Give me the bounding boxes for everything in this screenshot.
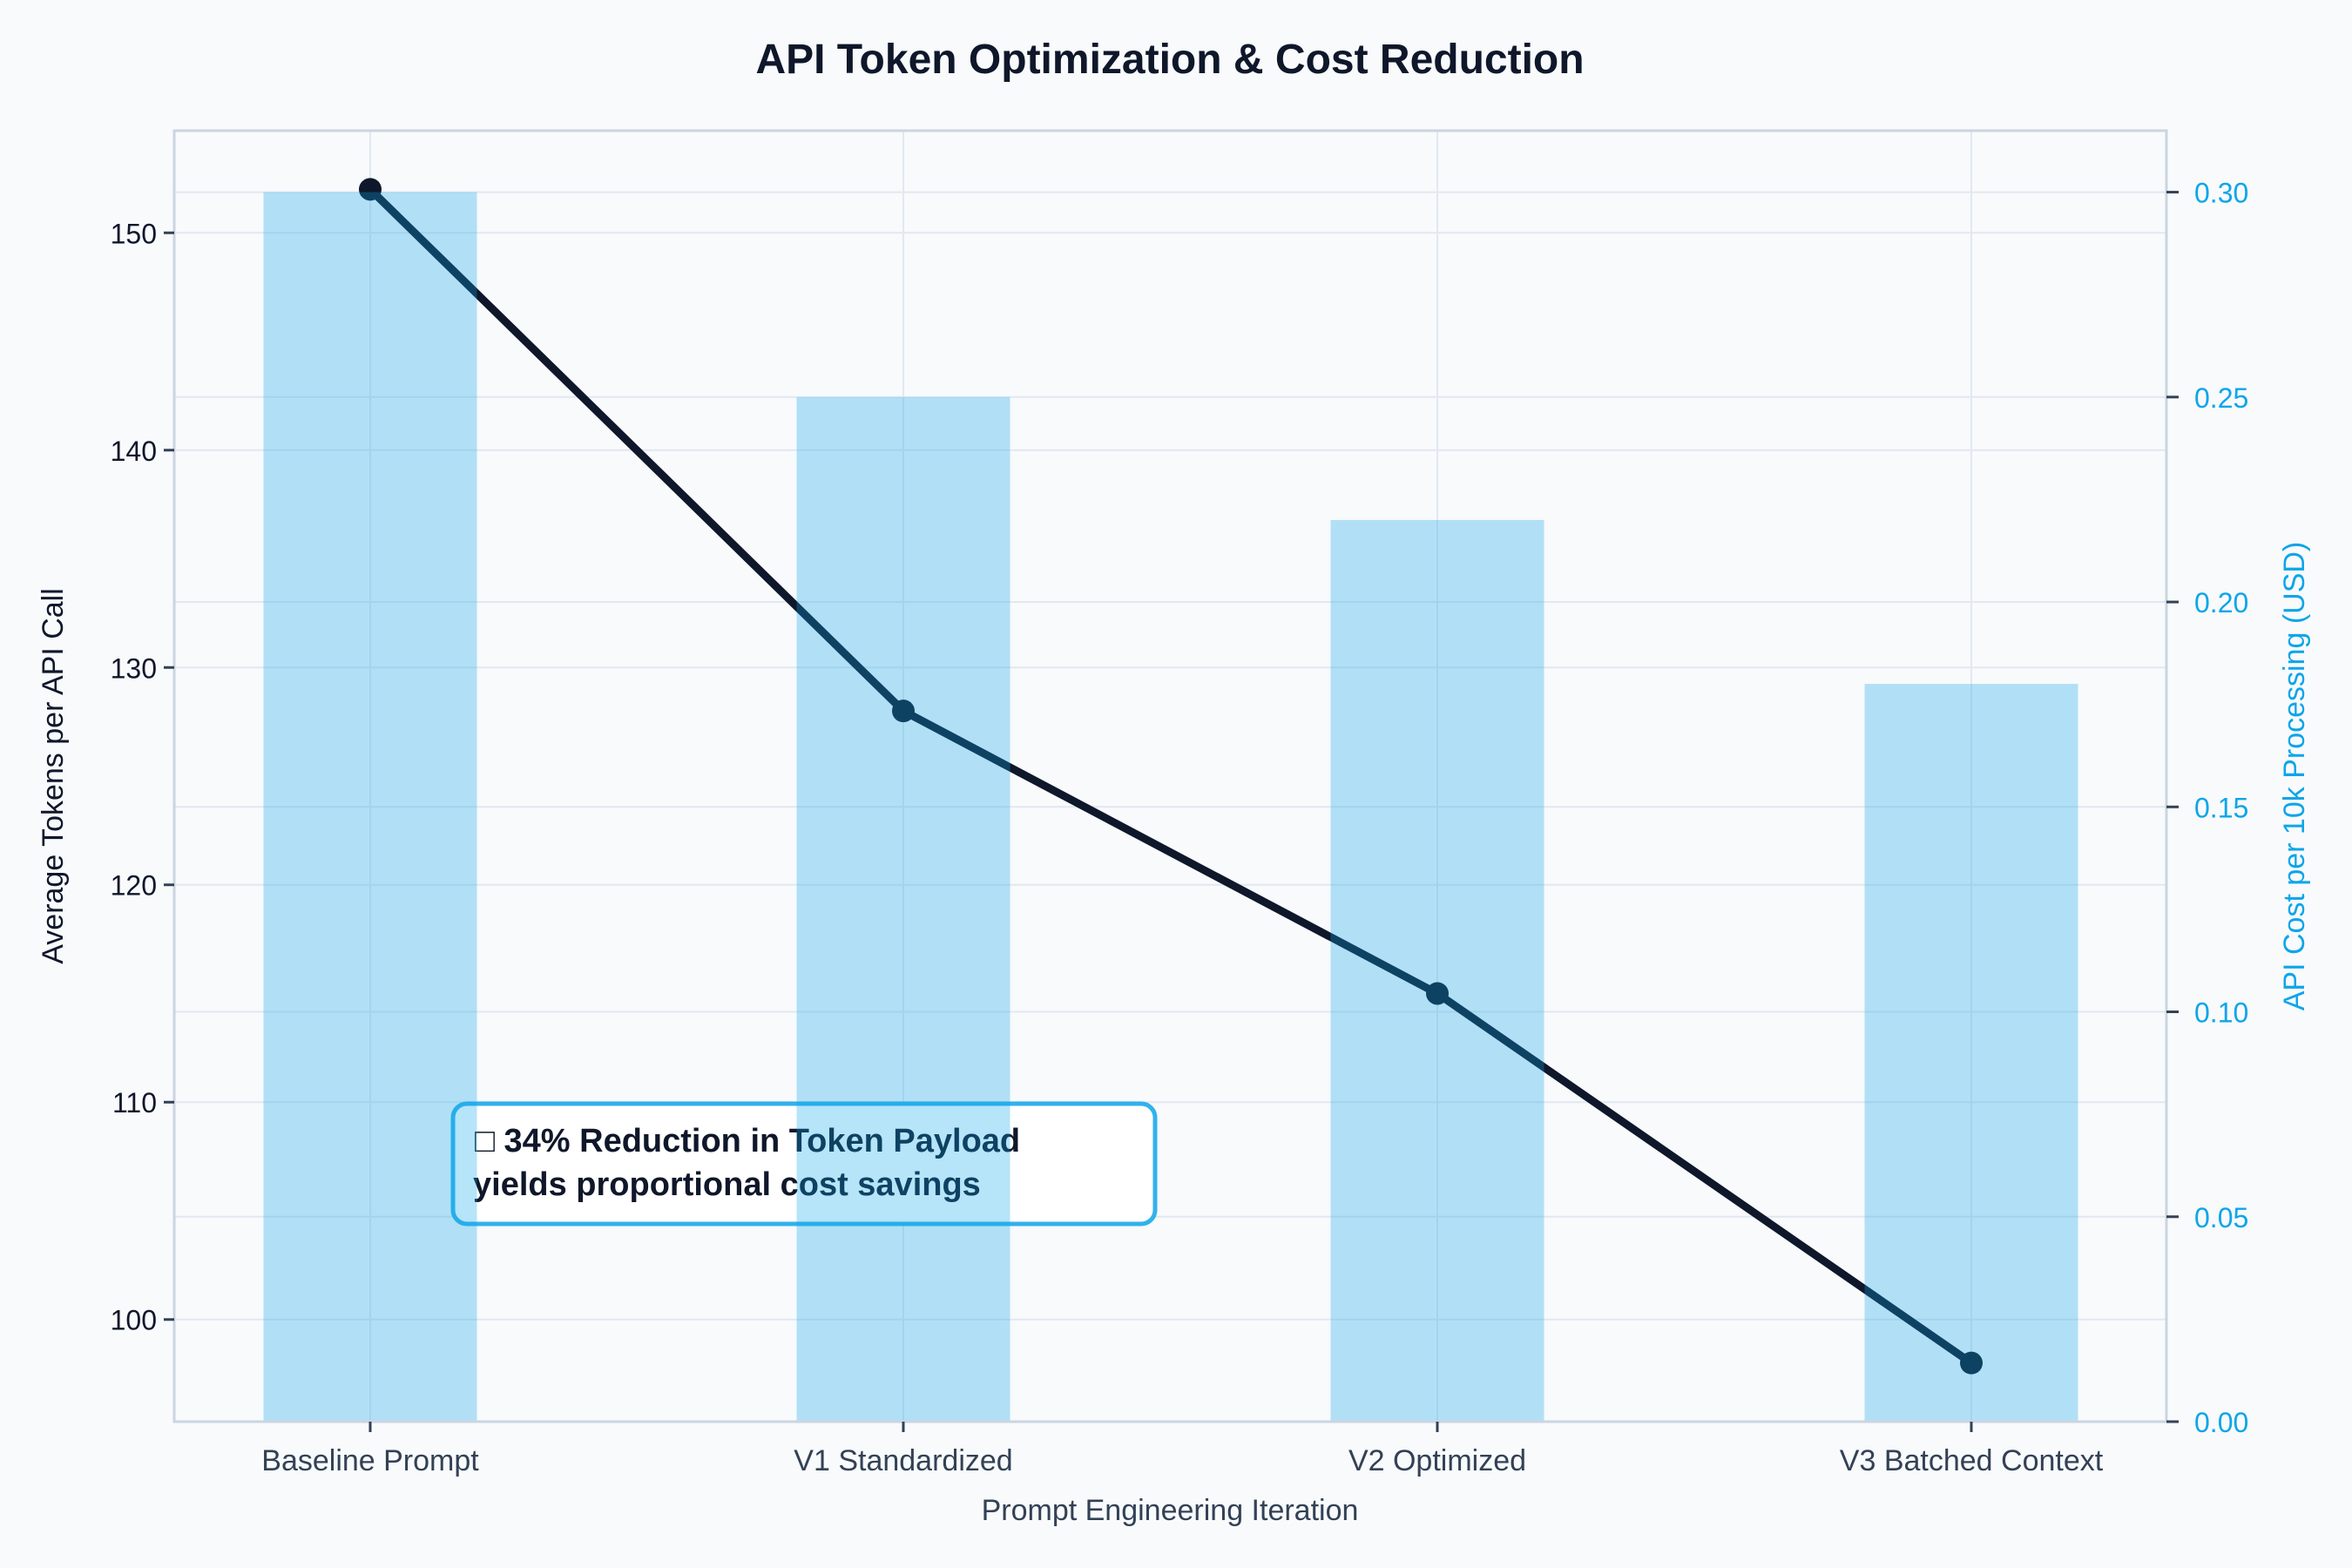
x-tick-label: V2 Optimized [1348,1444,1526,1477]
y-left-tick-label: 140 [111,436,157,467]
y-left-tick-label: 110 [112,1087,157,1119]
annotation-line-2: yields proportional cost savings [473,1166,981,1203]
cost-bar [1864,684,2078,1422]
y-left-tick-label: 100 [111,1305,157,1336]
y-left-tick-label: 150 [111,218,157,249]
cost-bar [1330,519,1544,1422]
y-axis-right-label: API Cost per 10k Processing (USD) [2278,542,2311,1011]
token-point [1426,982,1449,1005]
x-axis-label: Prompt Engineering Iteration [982,1494,1359,1527]
axes: 100 110 120 130 140 150 0.00 0.05 0.10 0.15 0.20 0.… [111,178,2249,1477]
y-right-tick-label: 0.25 [2194,382,2248,414]
annotation-line-1: □ 34% Reduction in Token Payload [475,1123,1020,1159]
x-tick-label: V1 Standardized [794,1444,1012,1477]
y-left-tick-label: 130 [111,652,157,684]
token-line [367,186,1974,1367]
y-right-tick-label: 0.10 [2194,997,2248,1029]
y-right-tick-label: 0.05 [2194,1202,2248,1233]
x-tick-label: Baseline Prompt [261,1444,479,1477]
token-point [892,700,915,723]
y-left-tick-label: 120 [111,870,157,902]
token-point [1960,1351,1983,1375]
chart-title: API Token Optimization & Cost Reduction [755,37,1584,83]
y-right-tick-label: 0.15 [2194,792,2248,823]
cost-bar [263,192,477,1423]
cost-bar [796,396,1010,1422]
bar-series [263,192,2078,1423]
x-tick-label: V3 Batched Context [1840,1444,2104,1477]
plot-frame [172,129,2168,1423]
y-right-tick-label: 0.20 [2194,587,2248,618]
y-right-tick-label: 0.00 [2194,1407,2248,1438]
y-axis-left-label: Average Tokens per API Call [37,588,70,964]
line-series [359,178,1983,1375]
token-point [359,178,382,201]
y-right-tick-label: 0.30 [2194,178,2248,209]
annotation-box: □ 34% Reduction in Token Payload yields … [450,1101,1158,1227]
